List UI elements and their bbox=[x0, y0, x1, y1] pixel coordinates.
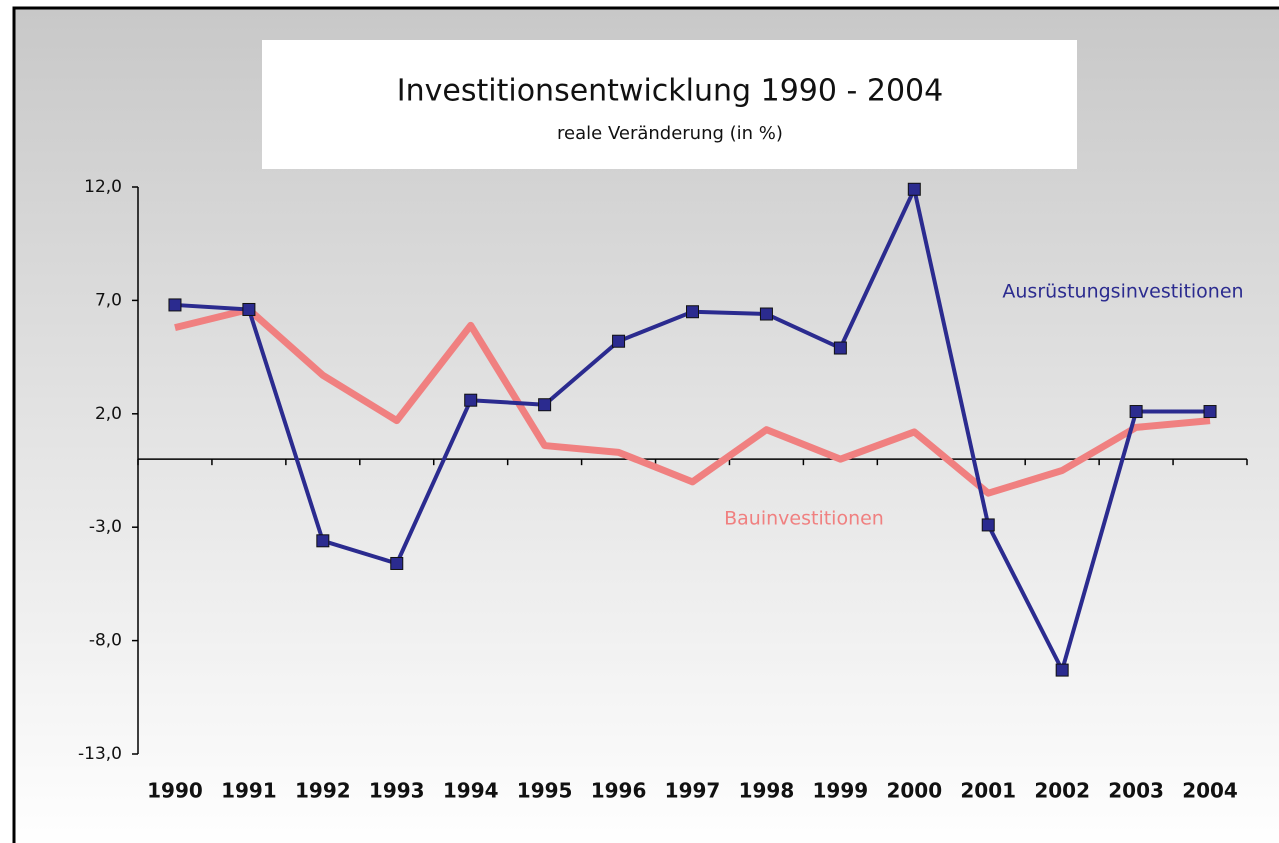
series-label: Bauinvestitionen bbox=[724, 508, 884, 530]
x-tick-label: 1994 bbox=[443, 779, 499, 803]
series-line bbox=[174, 305, 1211, 497]
x-tick-label: 1993 bbox=[369, 779, 425, 803]
x-tick-label: 1996 bbox=[591, 779, 647, 803]
point-marker bbox=[759, 307, 773, 321]
title-box bbox=[262, 40, 1077, 169]
point-marker bbox=[168, 298, 182, 312]
chart-subtitle: reale Veränderung (in %) bbox=[557, 123, 783, 144]
y-tick-label: 2,0 bbox=[95, 404, 122, 424]
x-tick-label: 1992 bbox=[295, 779, 351, 803]
x-tick-label: 1991 bbox=[221, 779, 277, 803]
x-tick-label: 1995 bbox=[517, 779, 573, 803]
y-tick-label: -3,0 bbox=[89, 517, 122, 537]
point-marker bbox=[464, 393, 478, 407]
x-tick-label: 1997 bbox=[665, 779, 721, 803]
point-marker bbox=[538, 398, 552, 412]
x-tick-label: 2000 bbox=[886, 779, 942, 803]
point-marker bbox=[612, 334, 626, 348]
point-marker bbox=[981, 518, 995, 532]
x-tick-label: 1998 bbox=[739, 779, 795, 803]
series-label: Ausrüstungsinvestitionen bbox=[1002, 281, 1243, 303]
x-tick-label: 2004 bbox=[1182, 779, 1238, 803]
x-tick-label: 2002 bbox=[1034, 779, 1090, 803]
chart-title: Investitionsentwicklung 1990 - 2004 bbox=[397, 74, 943, 109]
y-tick-label: 12,0 bbox=[84, 177, 122, 197]
point-marker bbox=[907, 182, 921, 196]
y-tick-label: 7,0 bbox=[95, 290, 122, 310]
y-tick-label: -8,0 bbox=[89, 631, 122, 651]
y-tick-label: -13,0 bbox=[78, 744, 122, 764]
point-marker bbox=[833, 341, 847, 355]
point-marker bbox=[316, 534, 330, 548]
point-marker bbox=[1055, 663, 1069, 677]
point-marker bbox=[242, 302, 256, 316]
point-marker bbox=[1129, 405, 1143, 419]
x-tick-label: 1990 bbox=[147, 779, 203, 803]
point-marker bbox=[686, 305, 699, 319]
x-tick-label: 1999 bbox=[813, 779, 869, 803]
x-tick-label: 2003 bbox=[1108, 779, 1164, 803]
point-marker bbox=[1203, 405, 1217, 419]
point-marker bbox=[390, 556, 404, 570]
x-tick-label: 2001 bbox=[960, 779, 1016, 803]
